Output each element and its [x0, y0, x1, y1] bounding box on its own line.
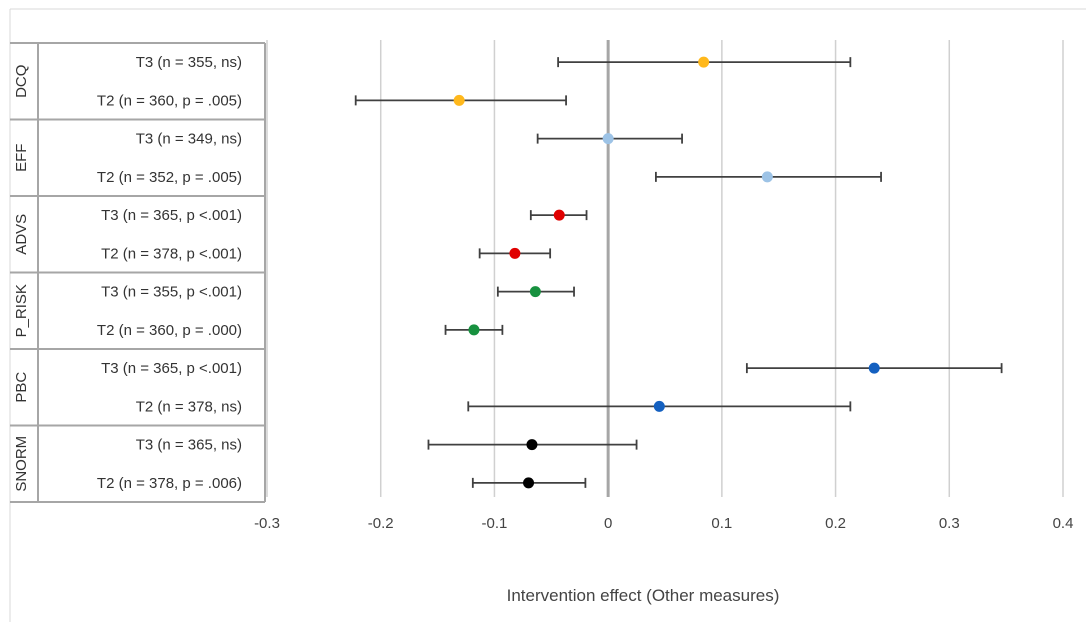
group-label: DCQ — [13, 65, 30, 98]
x-tick-label: -0.1 — [481, 515, 507, 532]
group-label: EFF — [13, 144, 30, 172]
point-estimate — [553, 209, 565, 221]
point-estimate — [868, 362, 880, 374]
row-label: T2 (n = 360, p = .000) — [97, 322, 242, 339]
data-marks — [354, 56, 1003, 489]
group-label: SNORM — [13, 436, 30, 492]
x-tick-label: -0.2 — [368, 515, 394, 532]
row-label: T3 (n = 349, ns) — [136, 131, 242, 148]
row-label: T3 (n = 355, ns) — [136, 54, 242, 71]
point-estimate — [468, 324, 480, 336]
x-tick-label: 0.3 — [939, 515, 960, 532]
row-label: T2 (n = 360, p = .005) — [97, 92, 242, 109]
row-label: T2 (n = 352, p = .005) — [97, 169, 242, 186]
point-estimate — [523, 477, 535, 489]
row-label: T3 (n = 355, p <.001) — [101, 284, 242, 301]
x-tick-label: 0 — [604, 515, 612, 532]
point-estimate — [653, 400, 665, 412]
group-label: ADVS — [13, 214, 30, 255]
group-label: PBC — [13, 372, 30, 403]
point-estimate — [761, 171, 773, 183]
row-label: T3 (n = 365, ns) — [136, 437, 242, 454]
x-axis-ticks: -0.3 -0.2 -0.1 0 0.1 0.2 0.3 0.4 — [254, 515, 1073, 532]
row-label: T2 (n = 378, ns) — [136, 398, 242, 415]
point-estimate — [509, 247, 521, 259]
group-label: P_RISK — [13, 284, 30, 337]
point-estimate — [453, 94, 465, 106]
row-labels: DCQ T3 (n = 355, ns) T2 (n = 360, p = .005… — [10, 42, 266, 503]
x-tick-label: 0.2 — [825, 515, 846, 532]
x-tick-label: -0.3 — [254, 515, 280, 532]
row-label: T3 (n = 365, p <.001) — [101, 360, 242, 377]
x-tick-label: 0.1 — [711, 515, 732, 532]
point-estimate — [529, 286, 541, 298]
point-estimate — [526, 439, 538, 451]
point-estimate — [602, 133, 614, 145]
x-tick-label: 0.4 — [1053, 515, 1074, 532]
row-label: T2 (n = 378, p = .006) — [97, 475, 242, 492]
row-label: T2 (n = 378, p <.001) — [101, 245, 242, 262]
point-estimate — [698, 56, 710, 68]
gridlines — [266, 40, 1064, 497]
row-label: T3 (n = 365, p <.001) — [101, 207, 242, 224]
x-axis-title: Intervention effect (Other measures) — [507, 586, 780, 605]
